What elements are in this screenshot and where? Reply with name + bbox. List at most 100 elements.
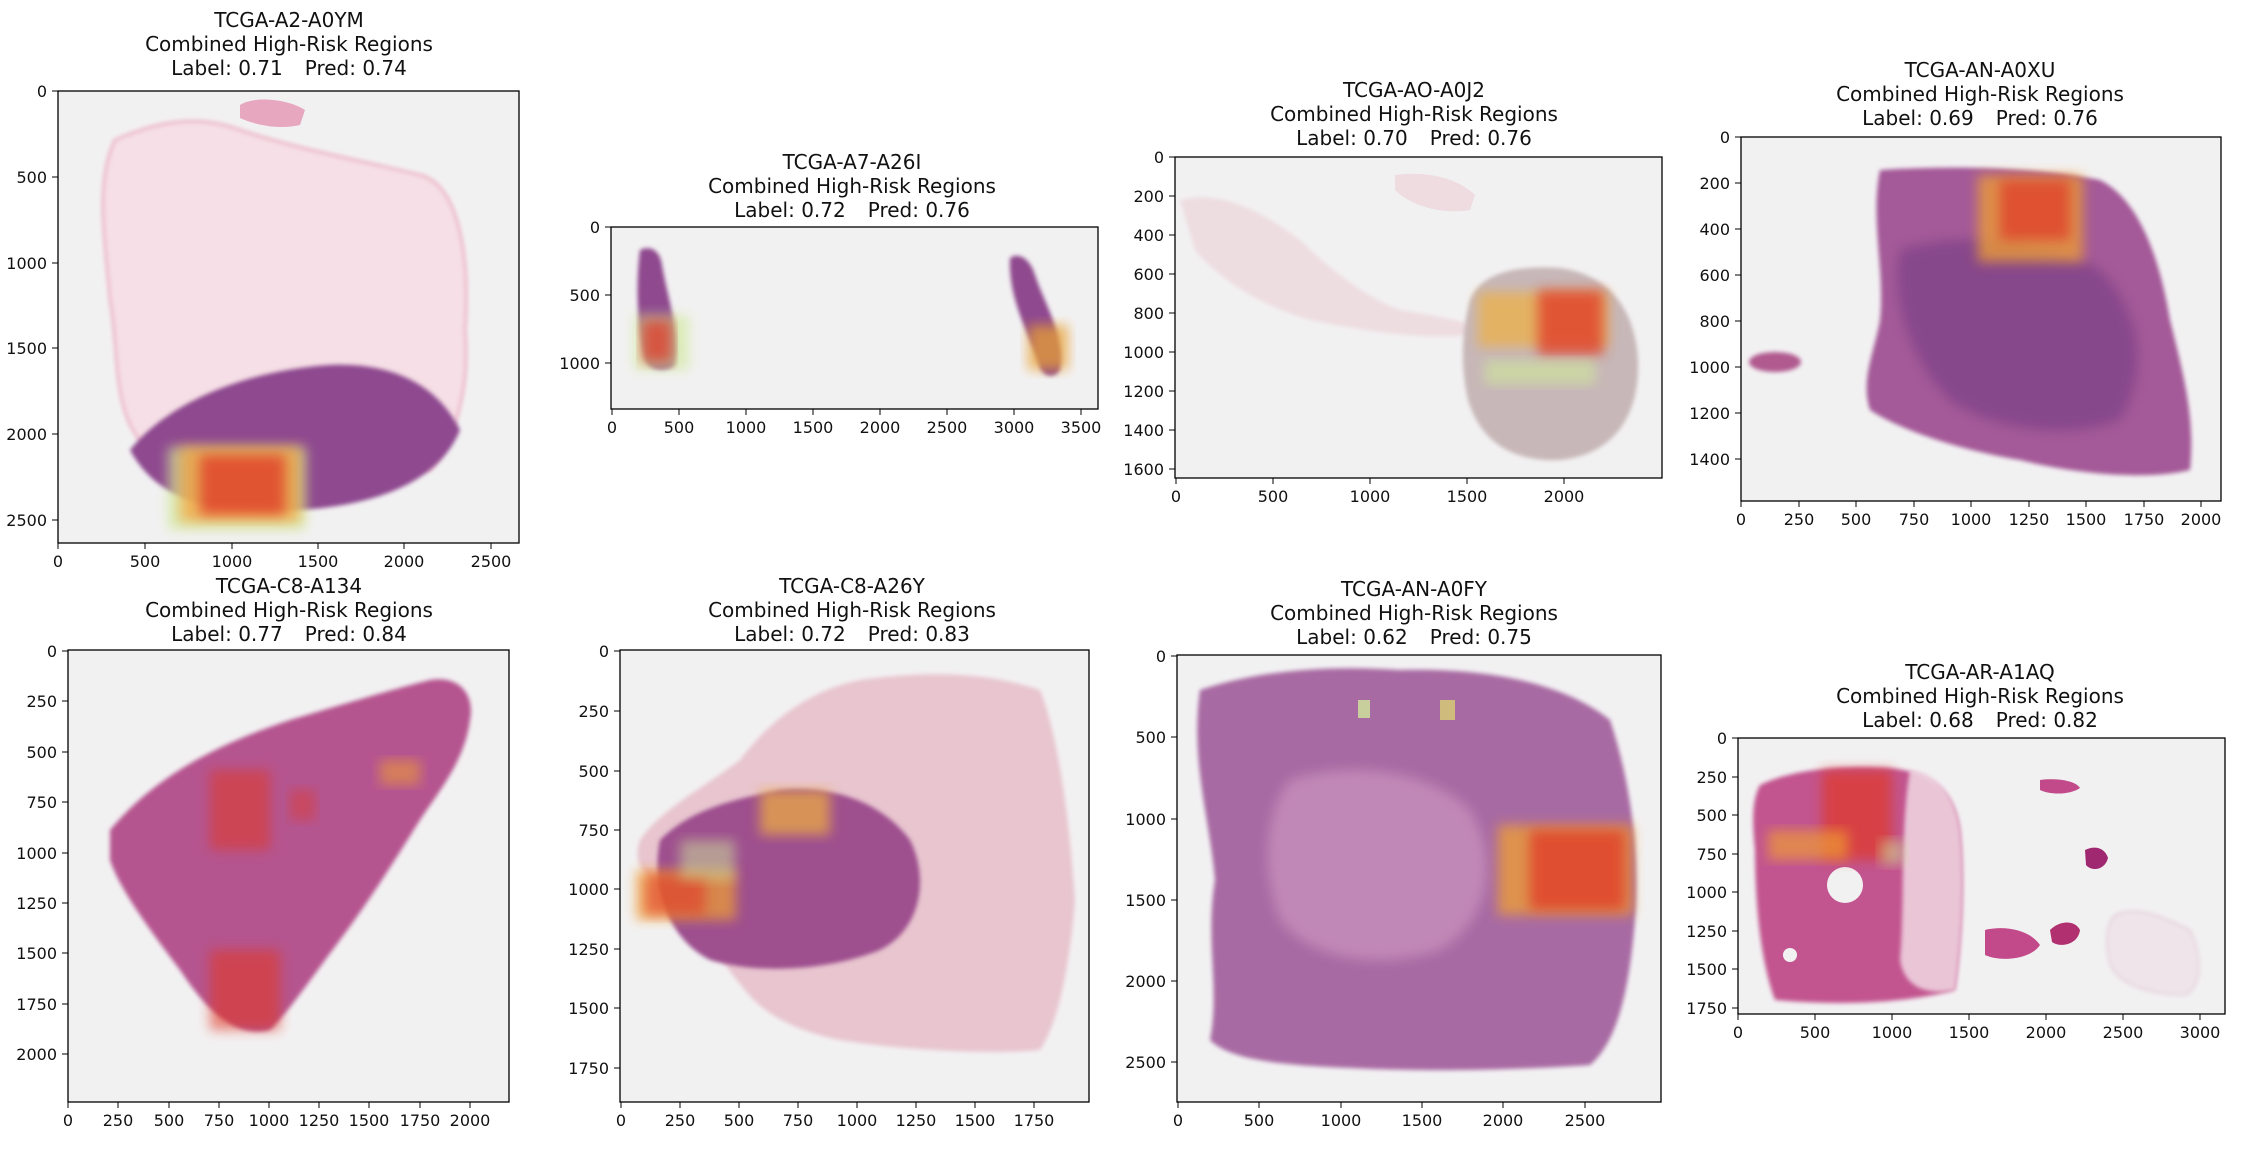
y-tick-7: 1750 xyxy=(568,1059,620,1078)
svg-text:1750: 1750 xyxy=(2124,510,2165,529)
panel-subtitle: Combined High-Risk Regions xyxy=(145,598,433,622)
high-risk-heatmap xyxy=(1358,700,1633,915)
svg-text:1500: 1500 xyxy=(955,1111,996,1130)
svg-text:800: 800 xyxy=(1133,304,1164,323)
panel-scores: Label: 0.71 Pred: 0.74 xyxy=(171,56,407,80)
svg-text:1250: 1250 xyxy=(2009,510,2050,529)
y-tick-4: 2000 xyxy=(6,425,58,444)
svg-text:2500: 2500 xyxy=(927,418,968,437)
y-tick-7: 1750 xyxy=(1686,999,1738,1018)
y-tick-5: 1250 xyxy=(1686,922,1738,941)
svg-text:2000: 2000 xyxy=(6,425,47,444)
pred-score: Pred: 0.84 xyxy=(305,622,407,646)
svg-text:1000: 1000 xyxy=(1123,343,1164,362)
y-tick-7: 1400 xyxy=(1123,421,1175,440)
y-tick-4: 800 xyxy=(1133,304,1175,323)
y-axis: 0 250 500 750 1000 1250 1500 1750 2000 xyxy=(16,642,68,1064)
panel-tcga-an-a0xu: TCGA-AN-A0XU Combined High-Risk Regions … xyxy=(1689,58,2222,529)
y-tick-4: 2000 xyxy=(1125,972,1177,991)
x-tick-3: 1500 xyxy=(1447,478,1487,506)
y-tick-6: 1200 xyxy=(1123,382,1175,401)
svg-text:1000: 1000 xyxy=(1350,487,1391,506)
x-axis: 0 500 1000 1500 2000 2500 xyxy=(53,543,511,571)
y-tick-1: 500 xyxy=(1135,728,1177,747)
svg-text:250: 250 xyxy=(1696,768,1727,787)
y-tick-2: 400 xyxy=(1133,226,1175,245)
y-tick-0: 0 xyxy=(37,82,58,101)
panel-tcga-a2-a0ym: TCGA-A2-A0YM Combined High-Risk Regions … xyxy=(6,8,520,571)
svg-text:1250: 1250 xyxy=(896,1111,937,1130)
svg-text:500: 500 xyxy=(16,168,47,187)
svg-text:1000: 1000 xyxy=(249,1111,290,1130)
y-tick-0: 0 xyxy=(47,642,68,661)
svg-text:0: 0 xyxy=(63,1111,73,1130)
svg-text:2500: 2500 xyxy=(1565,1111,1606,1130)
x-tick-3: 750 xyxy=(783,1102,813,1130)
x-tick-6: 3000 xyxy=(994,409,1034,437)
svg-text:600: 600 xyxy=(1133,265,1164,284)
panel-subtitle: Combined High-Risk Regions xyxy=(1836,684,2124,708)
y-tick-6: 1500 xyxy=(1686,960,1738,979)
x-tick-1: 500 xyxy=(1244,1102,1274,1130)
svg-text:250: 250 xyxy=(26,692,57,711)
panel-title: TCGA-C8-A134 xyxy=(215,574,362,598)
y-tick-5: 1000 xyxy=(1689,358,1741,377)
svg-text:1500: 1500 xyxy=(1949,1023,1990,1042)
label-score: Label: 0.68 xyxy=(1862,708,1974,732)
x-tick-1: 500 xyxy=(130,543,160,571)
label-score: Label: 0.77 xyxy=(171,622,283,646)
x-tick-7: 1750 xyxy=(2124,501,2165,529)
y-axis: 0 500 1000 1500 2000 2500 xyxy=(6,82,58,530)
svg-text:1000: 1000 xyxy=(559,354,600,373)
y-tick-6: 1500 xyxy=(16,944,68,963)
plot-axes-frame xyxy=(610,226,1099,410)
panel-subtitle: Combined High-Risk Regions xyxy=(145,32,433,56)
svg-text:0: 0 xyxy=(1733,1023,1743,1042)
x-tick-0: 0 xyxy=(1736,501,1746,529)
pred-score: Pred: 0.76 xyxy=(1996,106,2098,130)
x-tick-4: 1000 xyxy=(837,1102,877,1130)
svg-text:0: 0 xyxy=(599,642,609,661)
y-tick-4: 1000 xyxy=(568,880,620,899)
y-axis: 0 500 1000 xyxy=(559,218,611,373)
y-tick-2: 500 xyxy=(26,743,68,762)
svg-text:1500: 1500 xyxy=(298,552,339,571)
svg-text:1000: 1000 xyxy=(568,880,609,899)
y-tick-5: 1250 xyxy=(16,894,68,913)
panel-title: TCGA-AN-A0XU xyxy=(1904,58,2056,82)
svg-text:2000: 2000 xyxy=(2026,1023,2067,1042)
panel-scores: Label: 0.62 Pred: 0.75 xyxy=(1296,625,1532,649)
svg-text:2000: 2000 xyxy=(450,1111,491,1130)
y-tick-3: 1500 xyxy=(6,339,58,358)
svg-text:1750: 1750 xyxy=(16,995,57,1014)
svg-text:1500: 1500 xyxy=(793,418,834,437)
svg-text:250: 250 xyxy=(665,1111,696,1130)
svg-text:1200: 1200 xyxy=(1123,382,1164,401)
panel-title: TCGA-A2-A0YM xyxy=(213,8,364,32)
svg-text:3000: 3000 xyxy=(2180,1023,2221,1042)
x-tick-1: 250 xyxy=(1784,501,1815,529)
svg-text:600: 600 xyxy=(1699,266,1730,285)
svg-text:250: 250 xyxy=(1784,510,1815,529)
y-tick-2: 1000 xyxy=(6,254,58,273)
svg-text:500: 500 xyxy=(578,762,609,781)
x-tick-0: 0 xyxy=(1171,478,1181,506)
x-tick-4: 2000 xyxy=(384,543,425,571)
x-tick-7: 1750 xyxy=(400,1102,440,1130)
panel-subtitle: Combined High-Risk Regions xyxy=(708,598,996,622)
x-tick-2: 1000 xyxy=(212,543,252,571)
y-tick-1: 500 xyxy=(16,168,58,187)
x-tick-4: 2000 xyxy=(860,409,900,437)
svg-text:0: 0 xyxy=(1173,1111,1183,1130)
y-tick-1: 500 xyxy=(569,286,611,305)
svg-text:1750: 1750 xyxy=(1686,999,1727,1018)
y-tick-0: 0 xyxy=(1720,128,1741,147)
y-tick-2: 400 xyxy=(1699,220,1741,239)
svg-text:500: 500 xyxy=(154,1111,185,1130)
y-tick-3: 1500 xyxy=(1125,891,1177,910)
plot-axes-frame xyxy=(1174,156,1663,479)
svg-text:1500: 1500 xyxy=(16,944,57,963)
tissue-slide-image xyxy=(1753,767,2200,1003)
svg-text:2000: 2000 xyxy=(384,552,425,571)
x-tick-2: 1000 xyxy=(1321,1102,1361,1130)
